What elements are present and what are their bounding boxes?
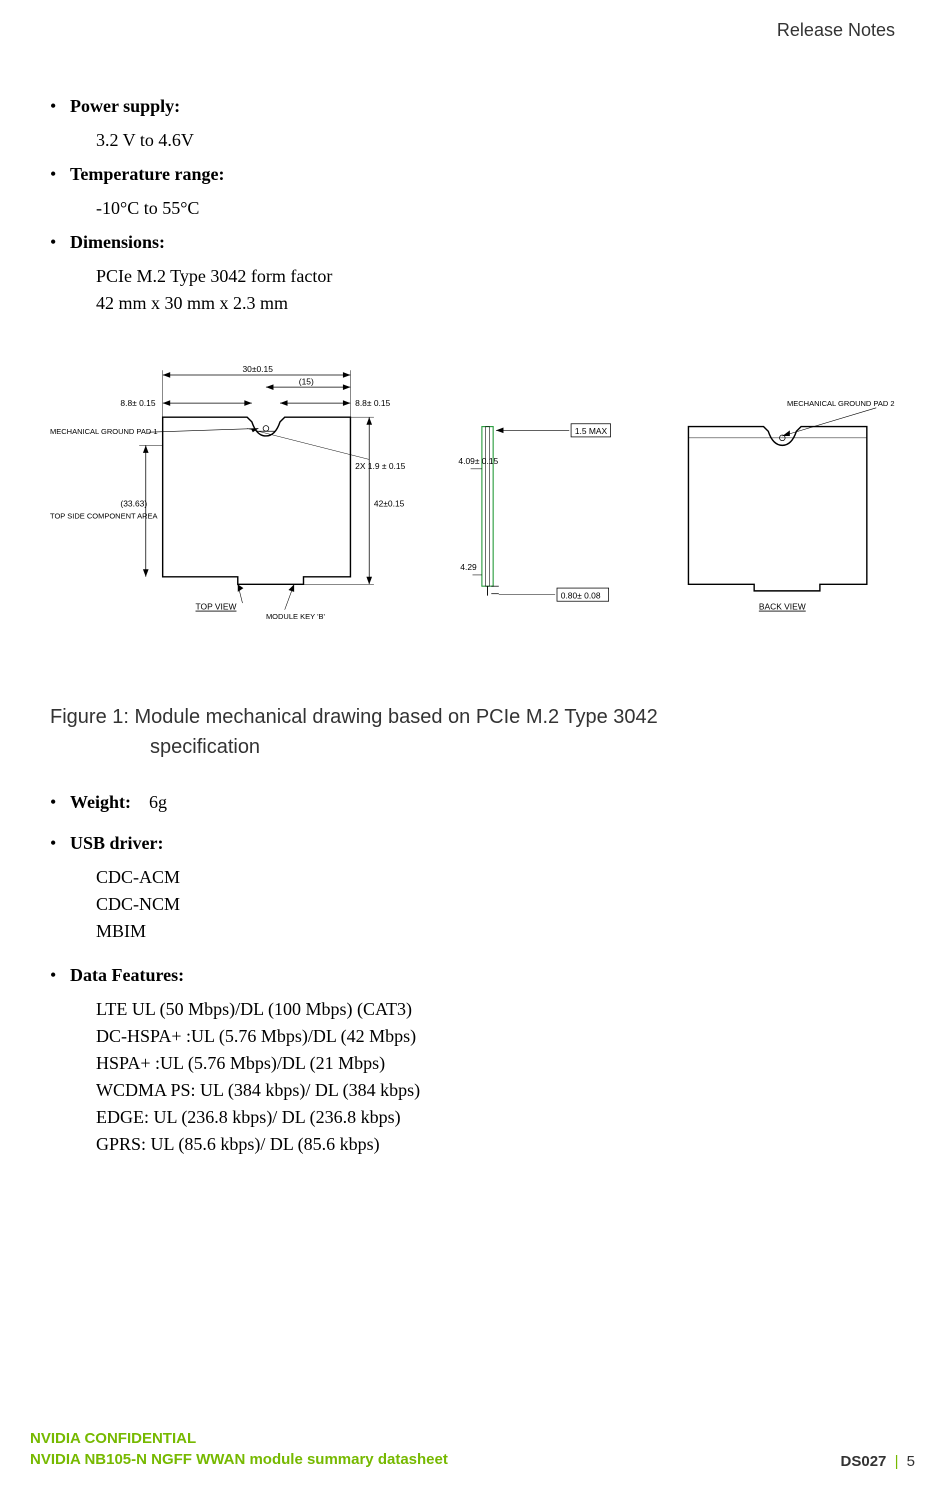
usb-driver-label: USB driver: (70, 833, 895, 854)
footer-left: NVIDIA CONFIDENTIAL NVIDIA NB105-N NGFF … (30, 1428, 448, 1470)
figure-text-2: specification (150, 736, 260, 758)
power-supply-value: 3.2 V to 4.6V (70, 127, 895, 154)
label-ground-pad-1: MECHANICAL GROUND PAD 1 (50, 427, 158, 436)
label-back-view: BACK VIEW (759, 602, 806, 612)
figure-text-1: Module mechanical drawing based on PCIe … (129, 706, 658, 728)
diagram-svg: 30±0.15 (15) 8.8± 0.15 8.8± 0.15 (50, 347, 895, 647)
footer-right: DS027 | 5 (841, 1453, 915, 1470)
weight-label: Weight: (70, 792, 131, 812)
data-features-label: Data Features: (70, 965, 895, 986)
dim-height-right: 42±0.15 (374, 498, 405, 508)
spec-dimensions: Dimensions: PCIe M.2 Type 3042 form fact… (70, 232, 895, 317)
spec-temperature: Temperature range: -10°C to 55°C (70, 164, 895, 222)
figure-caption: Figure 1: Module mechanical drawing base… (50, 702, 895, 762)
label-component-area: TOP SIDE COMPONENT AREA (50, 512, 158, 521)
dim-side-max: 1.5 MAX (575, 426, 608, 436)
data-features-item: LTE UL (50 Mbps)/DL (100 Mbps) (CAT3) (96, 996, 895, 1023)
footer-page: 5 (907, 1453, 915, 1470)
footer-product: NVIDIA NB105-N NGFF WWAN module summary … (30, 1449, 448, 1470)
spec-usb-driver: USB driver: CDC-ACM CDC-NCM MBIM (70, 833, 895, 945)
dimensions-line2: 42 mm x 30 mm x 2.3 mm (96, 293, 288, 313)
usb-driver-list: CDC-ACM CDC-NCM MBIM (70, 864, 895, 945)
dim-pin: 2X 1.9 ± 0.15 (355, 461, 405, 471)
footer-separator: | (895, 1453, 899, 1470)
data-features-item: GPRS: UL (85.6 kbps)/ DL (85.6 kbps) (96, 1131, 895, 1158)
data-features-list: LTE UL (50 Mbps)/DL (100 Mbps) (CAT3) DC… (70, 996, 895, 1158)
usb-driver-item: CDC-ACM (96, 864, 895, 891)
dim-left: 8.8± 0.15 (120, 398, 155, 408)
mechanical-diagram: 30±0.15 (15) 8.8± 0.15 8.8± 0.15 (50, 347, 895, 652)
temperature-value: -10°C to 55°C (70, 195, 895, 222)
spec-data-features: Data Features: LTE UL (50 Mbps)/DL (100 … (70, 965, 895, 1158)
header-section-title: Release Notes (30, 20, 915, 41)
dimensions-line1: PCIe M.2 Type 3042 form factor (96, 266, 332, 286)
dim-notch: (15) (299, 376, 314, 386)
data-features-item: EDGE: UL (236.8 kbps)/ DL (236.8 kbps) (96, 1104, 895, 1131)
footer-confidential: NVIDIA CONFIDENTIAL (30, 1428, 448, 1449)
page-footer: NVIDIA CONFIDENTIAL NVIDIA NB105-N NGFF … (30, 1428, 915, 1470)
dimensions-label: Dimensions: (70, 232, 895, 253)
data-features-item: DC-HSPA+ :UL (5.76 Mbps)/DL (42 Mbps) (96, 1023, 895, 1050)
spec-power-supply: Power supply: 3.2 V to 4.6V (70, 96, 895, 154)
label-ground-pad-2: MECHANICAL GROUND PAD 2 (787, 399, 895, 408)
dim-height-left: (33.63) (120, 498, 147, 508)
usb-driver-item: CDC-NCM (96, 891, 895, 918)
spec-weight: Weight: 6g (70, 792, 895, 813)
dimensions-value: PCIe M.2 Type 3042 form factor 42 mm x 3… (70, 263, 895, 317)
dim-side-depth: 4.09± 0.15 (458, 456, 498, 466)
temperature-label: Temperature range: (70, 164, 895, 185)
dim-right: 8.8± 0.15 (355, 398, 390, 408)
data-features-item: WCDMA PS: UL (384 kbps)/ DL (384 kbps) (96, 1077, 895, 1104)
dim-side-conn: 4.29 (460, 562, 477, 572)
data-features-item: HSPA+ :UL (5.76 Mbps)/DL (21 Mbps) (96, 1050, 895, 1077)
figure-number: Figure 1: (50, 706, 129, 728)
usb-driver-item: MBIM (96, 918, 895, 945)
weight-value: 6g (149, 792, 167, 812)
label-top-view: TOP VIEW (196, 602, 237, 612)
dim-side-pin: 0.80± 0.08 (561, 590, 601, 600)
footer-doc-id: DS027 (841, 1453, 887, 1470)
power-supply-label: Power supply: (70, 96, 895, 117)
label-module-key: MODULE KEY 'B' (266, 612, 326, 621)
dim-width: 30±0.15 (242, 364, 273, 374)
